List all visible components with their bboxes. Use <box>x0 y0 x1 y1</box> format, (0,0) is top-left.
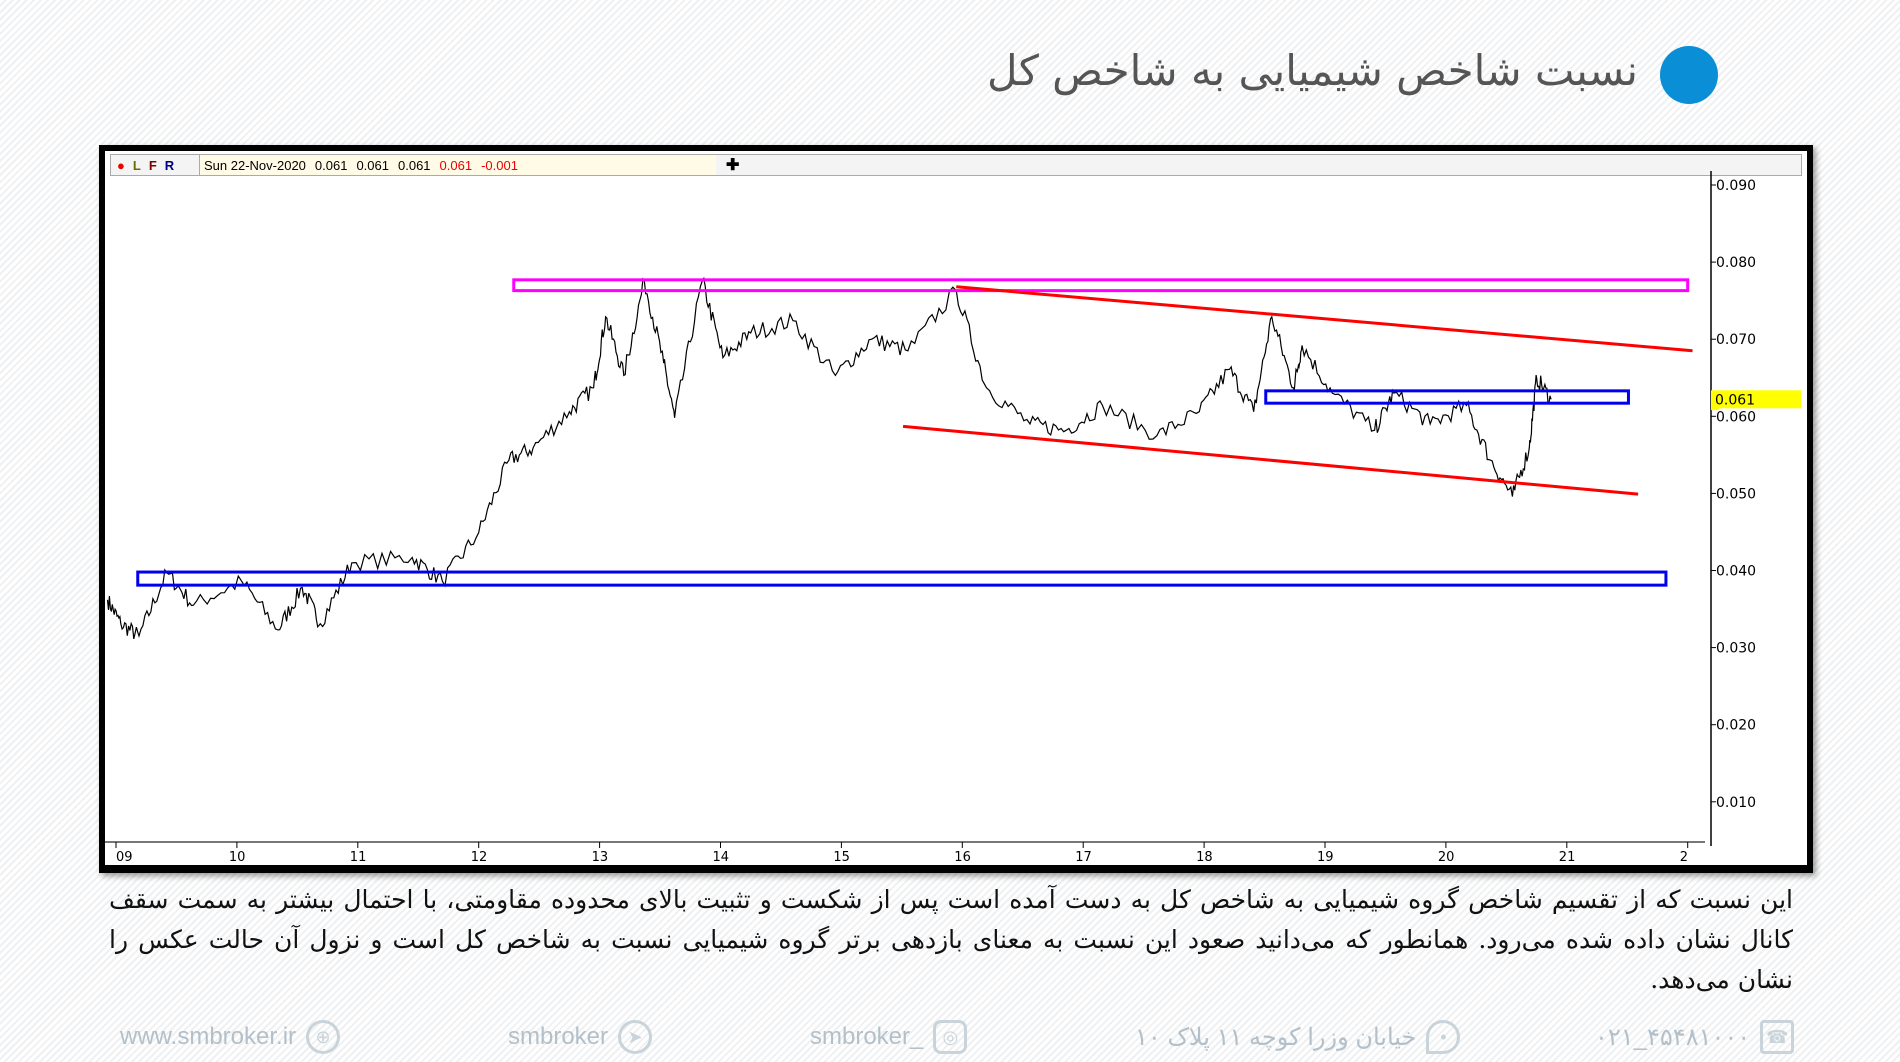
y-tick-label: 0.020 <box>1716 718 1756 734</box>
x-tick-label: 14 <box>713 850 730 865</box>
y-tick-label: 0.030 <box>1716 641 1756 657</box>
instagram-icon: ◎ <box>933 1020 968 1054</box>
info-close: 0.061 <box>439 157 473 173</box>
page-title: نسبت شاخص شیمیایی به شاخص کل <box>987 46 1638 95</box>
chart-info-bar: ● L F R Sun 22-Nov-2020 0.061 0.061 0.06… <box>110 154 1802 176</box>
chart-window: ● L F R Sun 22-Nov-2020 0.061 0.061 0.06… <box>99 145 1813 873</box>
phone-text: ۰۲۱_۴۵۴۸۱۰۰۰ <box>1595 1023 1751 1051</box>
x-tick-label: 09 <box>116 850 133 865</box>
x-tick-label: 18 <box>1196 850 1213 865</box>
flag-f[interactable]: F <box>148 157 157 173</box>
x-tick-label: 13 <box>592 850 609 865</box>
x-tick-label: 17 <box>1075 850 1092 865</box>
chart-area: ● L F R Sun 22-Nov-2020 0.061 0.061 0.06… <box>105 151 1807 865</box>
x-tick-label: 10 <box>229 850 246 865</box>
x-tick-label: 21 <box>1559 850 1576 865</box>
description-text: این نسبت که از تقسیم شاخص گروه شیمیایی ب… <box>109 885 1793 994</box>
crosshair-plus-icon[interactable]: ✚ <box>726 157 740 174</box>
x-tick-label: 20 <box>1438 850 1455 865</box>
location-pin-icon: • <box>1426 1020 1461 1054</box>
info-low: 0.061 <box>398 157 431 173</box>
y-tick-label: 0.010 <box>1716 795 1756 811</box>
x-tick-label: 19 <box>1317 850 1334 865</box>
flag-r[interactable]: R <box>164 157 175 173</box>
telegram-icon: ➤ <box>618 1020 653 1054</box>
y-tick-label: 0.060 <box>1716 409 1756 425</box>
address-text: خیابان وزرا کوچه ۱۱ پلاک ۱۰ <box>1135 1023 1417 1051</box>
footer: www.smbroker.ir ⊕ smbroker ➤ smbroker_ ◎… <box>0 1020 1900 1060</box>
flag-l[interactable]: L <box>132 157 141 173</box>
info-high: 0.061 <box>356 157 389 173</box>
price-series-line <box>106 276 1552 640</box>
annotation-trend-line <box>902 424 1639 496</box>
x-tick-label: 11 <box>350 850 367 865</box>
title-bullet <box>1660 46 1718 104</box>
instagram-text: smbroker_ <box>810 1023 924 1050</box>
phone-icon: ☎ <box>1760 1020 1795 1054</box>
website-text: www.smbroker.ir <box>120 1023 297 1050</box>
annotation-zone-rect <box>1264 389 1630 405</box>
y-tick-label: 0.090 <box>1716 178 1756 194</box>
status-dot-icon: ● <box>117 157 125 173</box>
info-date: Sun 22-Nov-2020 <box>204 157 306 173</box>
y-tick-label: 0.080 <box>1716 255 1756 271</box>
footer-phone: ۰۲۱_۴۵۴۸۱۰۰۰ ☎ <box>1595 1020 1795 1054</box>
footer-instagram[interactable]: smbroker_ ◎ <box>810 1020 968 1054</box>
last-value-marker <box>1711 390 1801 409</box>
footer-address: خیابان وزرا کوچه ۱۱ پلاک ۱۰ • <box>1135 1020 1461 1054</box>
info-change: -0.001 <box>481 157 518 173</box>
footer-website[interactable]: www.smbroker.ir ⊕ <box>120 1020 341 1054</box>
y-tick-label: 0.040 <box>1716 564 1756 580</box>
x-tick-label: 12 <box>471 850 488 865</box>
globe-icon: ⊕ <box>306 1020 341 1054</box>
price-chart: 0.090 0.080 0.070 0.060 0.050 0.040 0.030 0.020… <box>105 171 1801 865</box>
x-tick-label: 16 <box>954 850 971 865</box>
y-tick-label: 0.070 <box>1716 332 1756 348</box>
last-value-label: 0.061 <box>1715 392 1755 408</box>
annotation-zone-rect <box>136 570 1668 587</box>
y-tick-label: 0.050 <box>1716 486 1756 502</box>
x-tick-label: 15 <box>833 850 850 865</box>
annotation-zone-rect <box>512 278 1690 293</box>
x-tick-label: 2 <box>1680 850 1688 865</box>
annotation-trend-line <box>956 285 1693 353</box>
info-open: 0.061 <box>314 157 348 173</box>
telegram-text: smbroker <box>508 1023 609 1050</box>
footer-telegram[interactable]: smbroker ➤ <box>508 1020 653 1054</box>
